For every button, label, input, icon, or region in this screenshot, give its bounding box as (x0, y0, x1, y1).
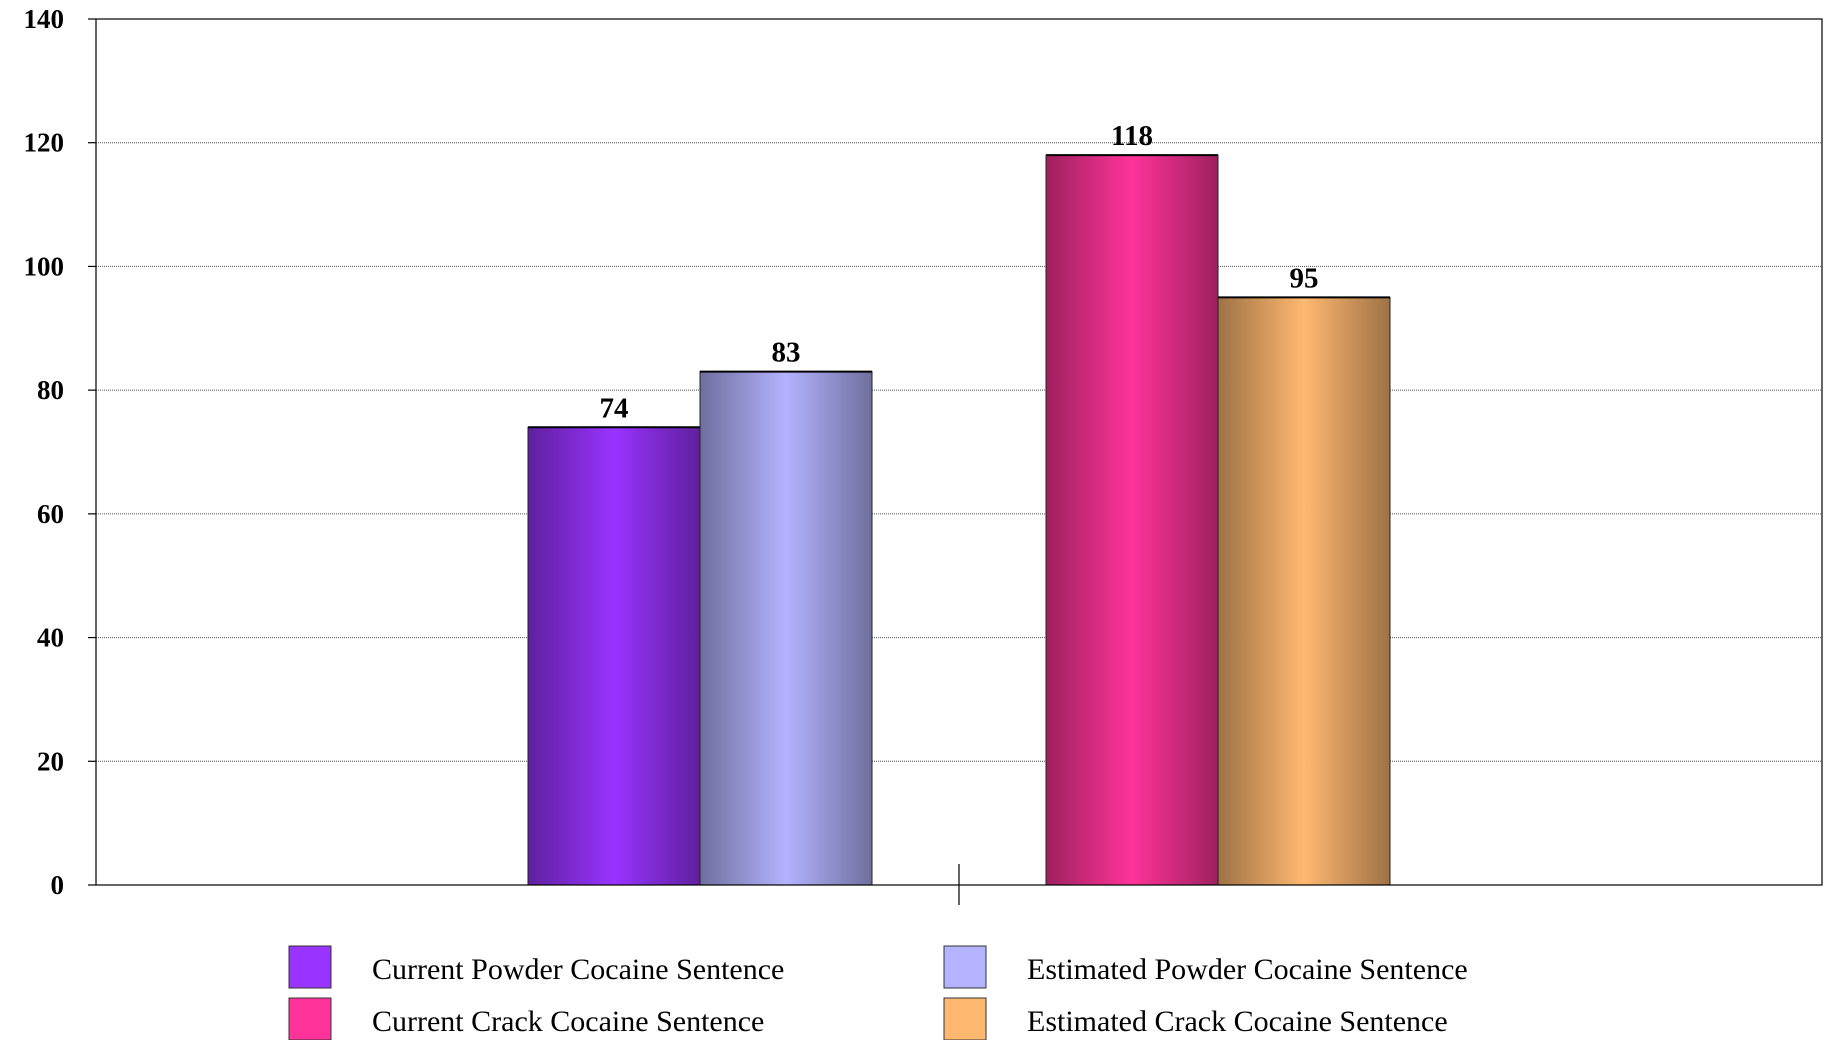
data-labels: 74 83 118 95 (600, 120, 1319, 424)
y-tick-label: 60 (37, 499, 64, 529)
gridlines (96, 142, 1822, 762)
legend-label: Estimated Crack Cocaine Sentence (1027, 1005, 1448, 1038)
y-tick-label: 120 (24, 128, 65, 158)
bars (527, 154, 1391, 886)
legend: Current Powder Cocaine Sentence Estimated… (288, 945, 1468, 1040)
legend-label: Current Crack Cocaine Sentence (372, 1005, 764, 1038)
bar-estimated-powder-cocaine-sentence (699, 371, 873, 886)
bar-current-powder-cocaine-sentence (527, 426, 701, 886)
bar-estimated-crack-cocaine-sentence (1217, 296, 1391, 886)
y-tick-label: 80 (37, 375, 64, 405)
y-tick-label: 20 (37, 746, 64, 776)
data-label: 83 (772, 337, 801, 369)
data-label: 74 (600, 392, 629, 424)
legend-swatch (943, 997, 987, 1040)
y-tick-label: 100 (24, 251, 65, 281)
y-axis-ticks: 0 20 40 60 80 100 120 140 (24, 4, 96, 900)
legend-swatch (288, 945, 332, 989)
plot-area-border (95, 18, 1823, 886)
legend-swatch (943, 945, 987, 989)
legend-label: Current Powder Cocaine Sentence (372, 953, 784, 986)
y-tick-label: 40 (37, 623, 64, 653)
y-tick-label: 140 (24, 4, 65, 34)
data-label: 118 (1111, 120, 1153, 152)
legend-swatch (288, 997, 332, 1040)
bar-current-crack-cocaine-sentence (1045, 154, 1219, 886)
y-tick-label: 0 (51, 870, 65, 900)
legend-label: Estimated Powder Cocaine Sentence (1027, 953, 1468, 986)
data-label: 95 (1290, 262, 1319, 294)
